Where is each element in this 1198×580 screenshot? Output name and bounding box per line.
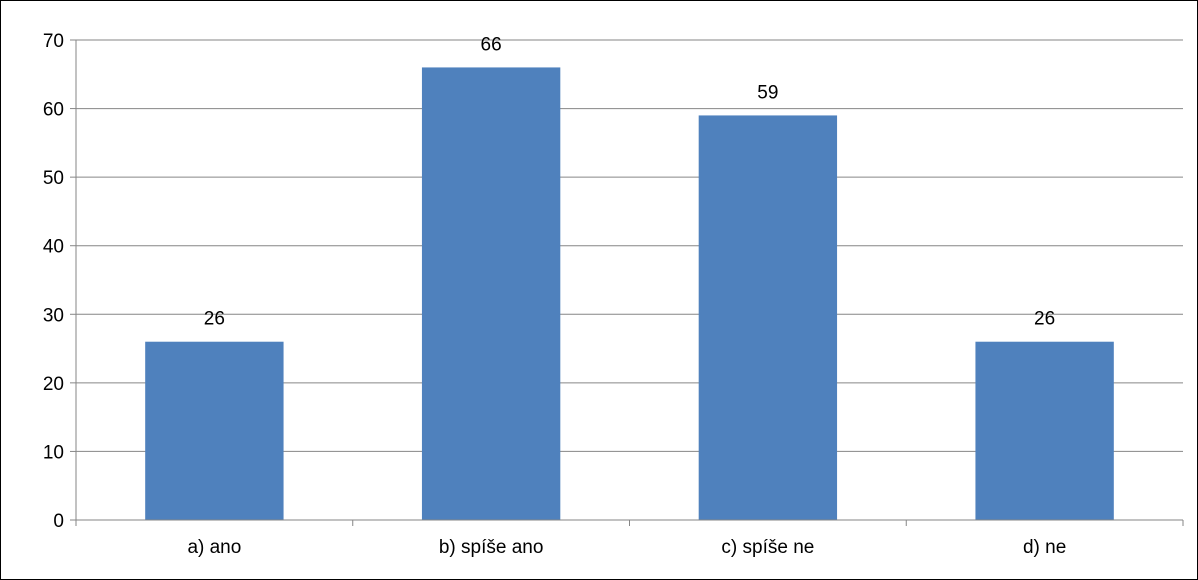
data-labels: 26 66 59 26 — [204, 34, 1055, 329]
bar — [698, 115, 838, 520]
y-tick-label: 50 — [43, 168, 64, 189]
data-label: 26 — [204, 309, 225, 330]
y-tick-labels: 0 10 20 30 40 50 60 70 — [43, 31, 64, 532]
x-tick-label: d) ne — [1023, 537, 1066, 558]
y-tick-label: 70 — [43, 31, 64, 52]
x-tick-label: b) spíše ano — [439, 537, 544, 558]
y-tick-label: 10 — [43, 442, 64, 463]
data-label: 59 — [757, 82, 778, 103]
y-tick-label: 60 — [43, 100, 64, 121]
y-tick-label: 0 — [53, 511, 64, 532]
bars — [145, 67, 1114, 520]
data-label: 26 — [1034, 309, 1055, 330]
axes — [70, 39, 1184, 526]
y-tick-label: 40 — [43, 237, 64, 258]
x-tick-label: a) ano — [187, 537, 241, 558]
bar — [975, 341, 1114, 520]
data-label: 66 — [481, 34, 502, 55]
y-tick-label: 20 — [43, 374, 64, 395]
x-tick-label: c) spíše ne — [721, 537, 814, 558]
bar — [421, 67, 561, 520]
y-tick-label: 30 — [43, 305, 64, 326]
x-tick-labels: a) ano b) spíše ano c) spíše ne d) ne — [187, 537, 1066, 558]
bar — [145, 341, 284, 520]
